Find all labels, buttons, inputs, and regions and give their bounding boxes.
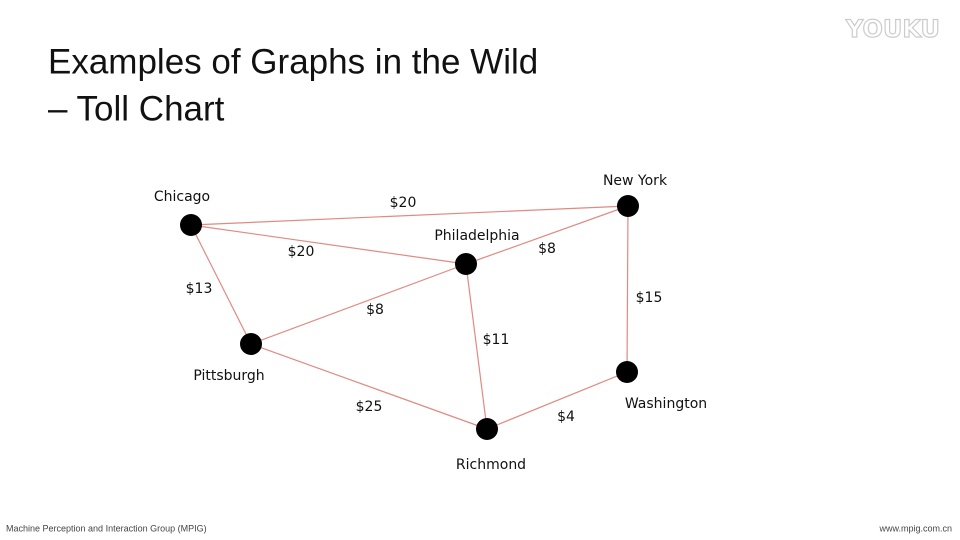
footer-right: www.mpig.com.cn xyxy=(878,523,952,533)
node xyxy=(455,253,477,275)
edge xyxy=(250,263,467,345)
edge-labels: $20 $20 $13 $8 $8 $11 $15 $25 $4 xyxy=(186,195,663,425)
nodes: Chicago New York Philadelphia Pittsburgh… xyxy=(154,173,707,473)
edge xyxy=(190,224,252,345)
node xyxy=(476,418,498,440)
edge-label: $11 xyxy=(483,332,510,348)
edge-label: $20 xyxy=(288,244,315,260)
node xyxy=(240,333,262,355)
edge xyxy=(626,205,629,373)
node-label: New York xyxy=(603,173,668,189)
edge-label: $13 xyxy=(186,281,213,297)
edge xyxy=(486,371,628,430)
edge-label: $20 xyxy=(390,195,417,211)
node-label: Philadelphia xyxy=(434,228,519,244)
edge-label: $8 xyxy=(538,241,556,257)
edges xyxy=(190,205,629,430)
node-label: Richmond xyxy=(456,457,526,473)
node xyxy=(617,195,639,217)
node-label: Pittsburgh xyxy=(193,368,264,384)
edge-label: $4 xyxy=(557,409,575,425)
title-line: – Toll Chart xyxy=(48,89,225,128)
edge xyxy=(465,263,488,430)
edge xyxy=(250,343,488,430)
watermark: YOUKU xyxy=(845,15,940,43)
footer-left: Machine Perception and Interaction Group… xyxy=(6,523,207,533)
node xyxy=(616,361,638,383)
edge xyxy=(190,205,629,226)
edge xyxy=(190,224,467,265)
edge-label: $8 xyxy=(366,302,384,318)
node-label: Chicago xyxy=(154,189,210,205)
node-label: Washington xyxy=(625,396,707,412)
title-line: Examples of Graphs in the Wild xyxy=(48,42,538,81)
node xyxy=(180,214,202,236)
edge-label: $15 xyxy=(636,290,663,306)
edge xyxy=(465,205,629,265)
edge-label: $25 xyxy=(356,399,383,415)
